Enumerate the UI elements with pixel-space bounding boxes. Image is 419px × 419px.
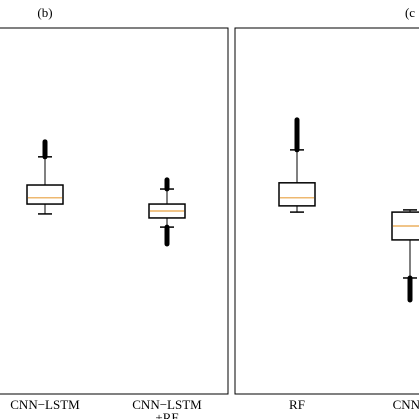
x-tick-label: +RF: [155, 410, 178, 419]
x-tick-label: CNN−: [393, 397, 419, 412]
box: [278, 182, 316, 207]
x-tick-label: RF: [289, 397, 305, 412]
panel-title: (c: [405, 5, 415, 20]
panel-frame: [0, 27, 229, 395]
panel-frame: [234, 27, 419, 395]
x-tick-label: CNN−LSTM: [132, 397, 202, 412]
x-tick-label: CNN−LSTM: [10, 397, 80, 412]
box: [26, 184, 64, 205]
panel-title: (b): [37, 5, 52, 20]
